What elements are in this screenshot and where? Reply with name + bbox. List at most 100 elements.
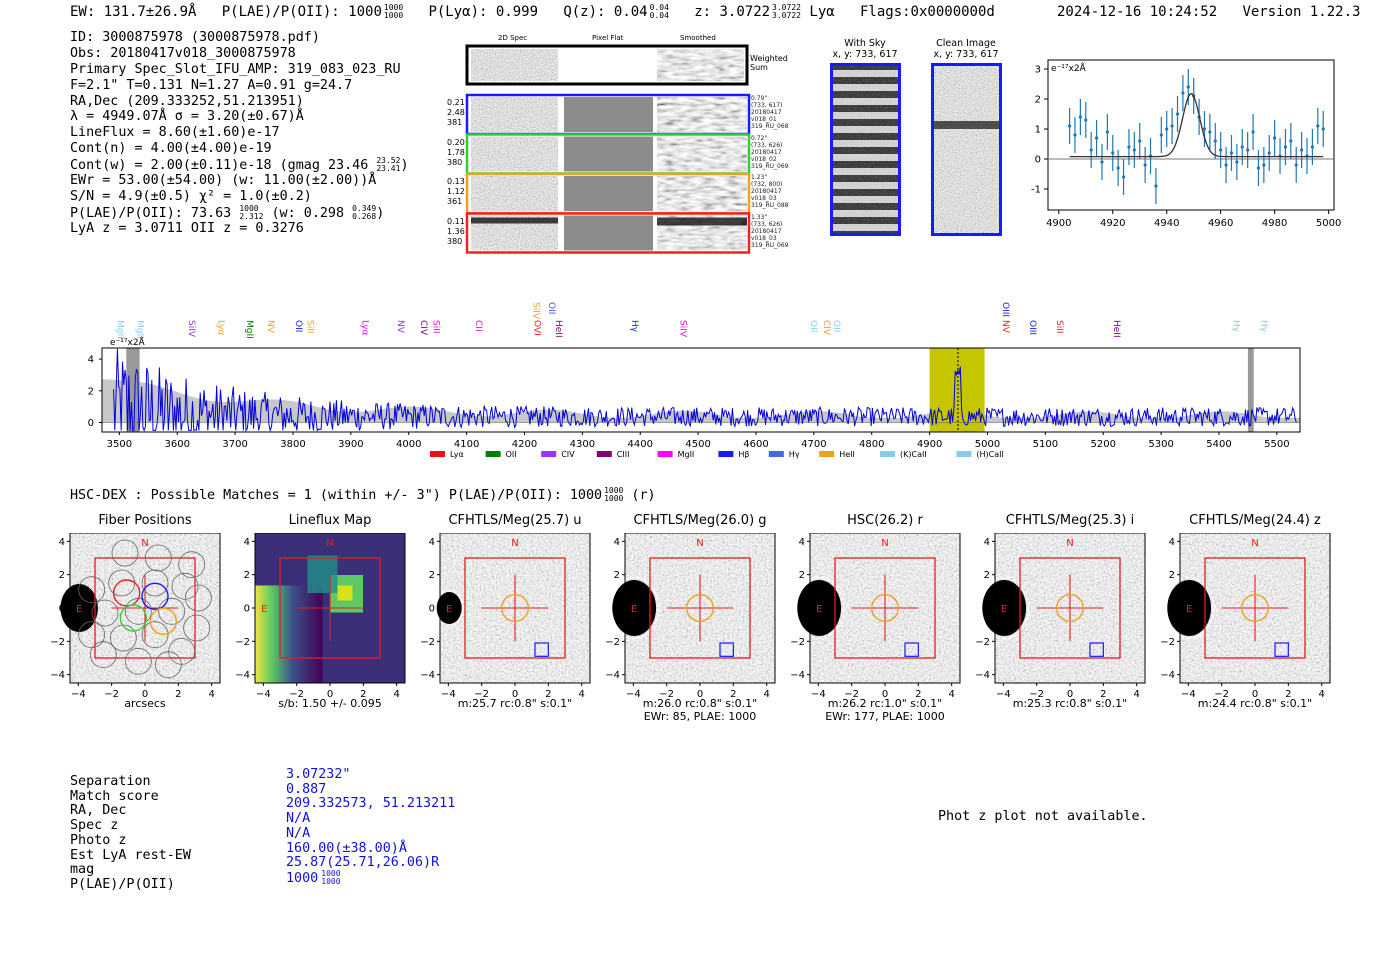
- cutout-ytick-label: 0: [614, 604, 620, 615]
- spectrum-line-marker: SiIV: [677, 320, 687, 338]
- spectrum-xtick-label: 4400: [628, 439, 653, 450]
- fiber-circle: [184, 584, 212, 612]
- cutout-xtick-label: −2: [659, 689, 674, 700]
- spectrum-line-marker: MgII: [244, 320, 254, 339]
- weighted-sum-smoothed: [657, 49, 744, 81]
- zoom-point: [1111, 151, 1115, 155]
- spectrum-xtick-label: 3900: [338, 439, 363, 450]
- catalog-circle: [500, 593, 530, 623]
- fiber-green: [119, 604, 148, 632]
- match-value-text: 3.07232": [286, 767, 351, 782]
- zoom-ytick-label: 0: [1035, 155, 1041, 166]
- zoom-point: [1267, 151, 1271, 155]
- cutout-ytick-label: 4: [59, 537, 65, 548]
- header-qz: Q(z): 0.04: [563, 4, 648, 20]
- cutout-xtick-label: 2: [1100, 689, 1106, 700]
- spectrum-legend-swatch: [541, 451, 557, 457]
- zoom-point: [1094, 136, 1099, 140]
- clean-image-title: Clean Image: [936, 38, 996, 49]
- spectrum-legend-label: HeII: [839, 450, 855, 459]
- info-plae-w: (w: 0.298: [271, 205, 345, 221]
- zoom-ylabel: e⁻¹⁷x2Å: [1051, 62, 1087, 74]
- cutout-ytick-label: 2: [799, 570, 805, 581]
- cutout-ytick-label: 2: [1169, 570, 1175, 581]
- match-key: Est LyA rest-EW: [70, 847, 191, 863]
- cutout-ytick-label: −4: [790, 670, 805, 681]
- info-plae-w-lo: 0.268: [352, 211, 377, 221]
- cutout-xtick-label: 0: [1252, 689, 1258, 700]
- cutout-caption: m:25.3 rc:0.8" s:0.1": [1012, 697, 1128, 710]
- with-sky-image: [830, 63, 901, 236]
- cutout-ytick-label: 4: [799, 537, 805, 548]
- spectrum-ytick-label: 0: [88, 418, 94, 429]
- north-label: N: [511, 538, 518, 549]
- zoom-fit-curve: [1069, 92, 1324, 158]
- aperture-box: [649, 557, 751, 659]
- cutout-xtick-label: 2: [175, 689, 181, 700]
- zoom-point: [1159, 133, 1163, 137]
- cutout-ytick-label: −4: [1160, 670, 1175, 681]
- spectrum-line-marker: SiIV: [530, 302, 540, 320]
- match-plae-lo: 1000: [321, 876, 341, 886]
- source-ellipse: [794, 576, 845, 640]
- cutout-xtick-label: 0: [142, 689, 148, 700]
- spec2d-row-smoothed: [657, 136, 747, 172]
- zoom-xtick-label: 4980: [1262, 218, 1287, 229]
- spec2d-row-pixelflat: [564, 136, 653, 172]
- zoom-ytick-label: 1: [1035, 125, 1041, 136]
- spectrum-line-marker: OIII: [1000, 302, 1010, 317]
- weighted-sum-label: Weighted Sum: [750, 54, 788, 72]
- spectrum-ytick-label: 4: [88, 355, 94, 366]
- spectrum-legend-label: CIII: [617, 450, 630, 459]
- fiber-circle: [158, 597, 186, 625]
- spectrum-legend-swatch: [657, 451, 673, 457]
- cutout-title: Lineflux Map: [288, 513, 372, 528]
- cutout-xtick-label: 2: [1285, 689, 1291, 700]
- spec2d-row-2dspec: [471, 136, 558, 172]
- zoom-point: [1100, 160, 1104, 164]
- match-square: [904, 642, 919, 657]
- spec2d-row-sideline: 319_RU_069: [751, 241, 789, 249]
- zoom-point: [1235, 160, 1239, 164]
- east-label: E: [446, 604, 452, 615]
- spectrum-legend-label: MgII: [678, 450, 695, 459]
- cutout-xtick-label: −2: [104, 689, 119, 700]
- header-right: 2024-12-16 10:24:52 Version 1.22.3: [1057, 4, 1360, 20]
- fiber-circle: [91, 599, 119, 627]
- spec2d-row-sideline: (733, 626): [751, 220, 783, 228]
- zoom-point: [1262, 163, 1266, 167]
- spectrum-legend-label: (K)CaII: [900, 450, 927, 459]
- header-plae-lo: 1000: [383, 11, 404, 20]
- spectrum-xtick-label: 4600: [743, 439, 768, 450]
- header-z: z: 3.0722: [694, 4, 771, 20]
- spectrum-legend-swatch: [819, 451, 835, 457]
- fiber-circle: [124, 647, 152, 675]
- zoom-point: [1229, 151, 1234, 155]
- spectrum-line-marker: Hγ: [1231, 320, 1241, 333]
- source-ellipse: [979, 576, 1030, 640]
- zoom-point: [1138, 139, 1142, 143]
- spectrum-legend-label: OII: [506, 450, 517, 459]
- spec2d-row-sideline: 20180417: [751, 148, 782, 156]
- zoom-point: [1186, 85, 1190, 89]
- spec2d-row-sideline: 319_RU_069: [751, 162, 789, 170]
- fiber-blue: [141, 582, 169, 611]
- spectrum-line-marker: Lyα: [360, 320, 370, 336]
- cutout-xtick-label: 0: [512, 689, 518, 700]
- with-sky-xy: x, y: 733, 617: [832, 49, 898, 60]
- detection-info: ID: 3000875978 (3000875978.pdf) Obs: 201…: [70, 30, 409, 237]
- spectrum-xtick-label: 4800: [859, 439, 884, 450]
- cutout-xtick-label: 4: [763, 689, 769, 700]
- info-params: F=2.1" T=0.131 N=1.27 A=0.91 g=24.7: [70, 77, 353, 93]
- info-ewr: EWr = 53.00(±54.00) (w: 11.00(±2.00))Å: [70, 173, 377, 189]
- spectrum-legend-label: Lyα: [450, 450, 464, 459]
- fiber-circle: [109, 624, 137, 652]
- spec2d-row-value: 1.36: [447, 226, 465, 236]
- cutout-caption-2: EWr: 85, PLAE: 1000: [643, 710, 757, 723]
- cutout-ytick-label: −4: [605, 670, 620, 681]
- cutout-ytick-label: 4: [244, 537, 250, 548]
- spec2d-row-sideline: 0.79": [751, 95, 768, 102]
- match-value: 25.87(25.71,26.06)R: [286, 855, 439, 870]
- cutout-ytick-label: −4: [420, 670, 435, 681]
